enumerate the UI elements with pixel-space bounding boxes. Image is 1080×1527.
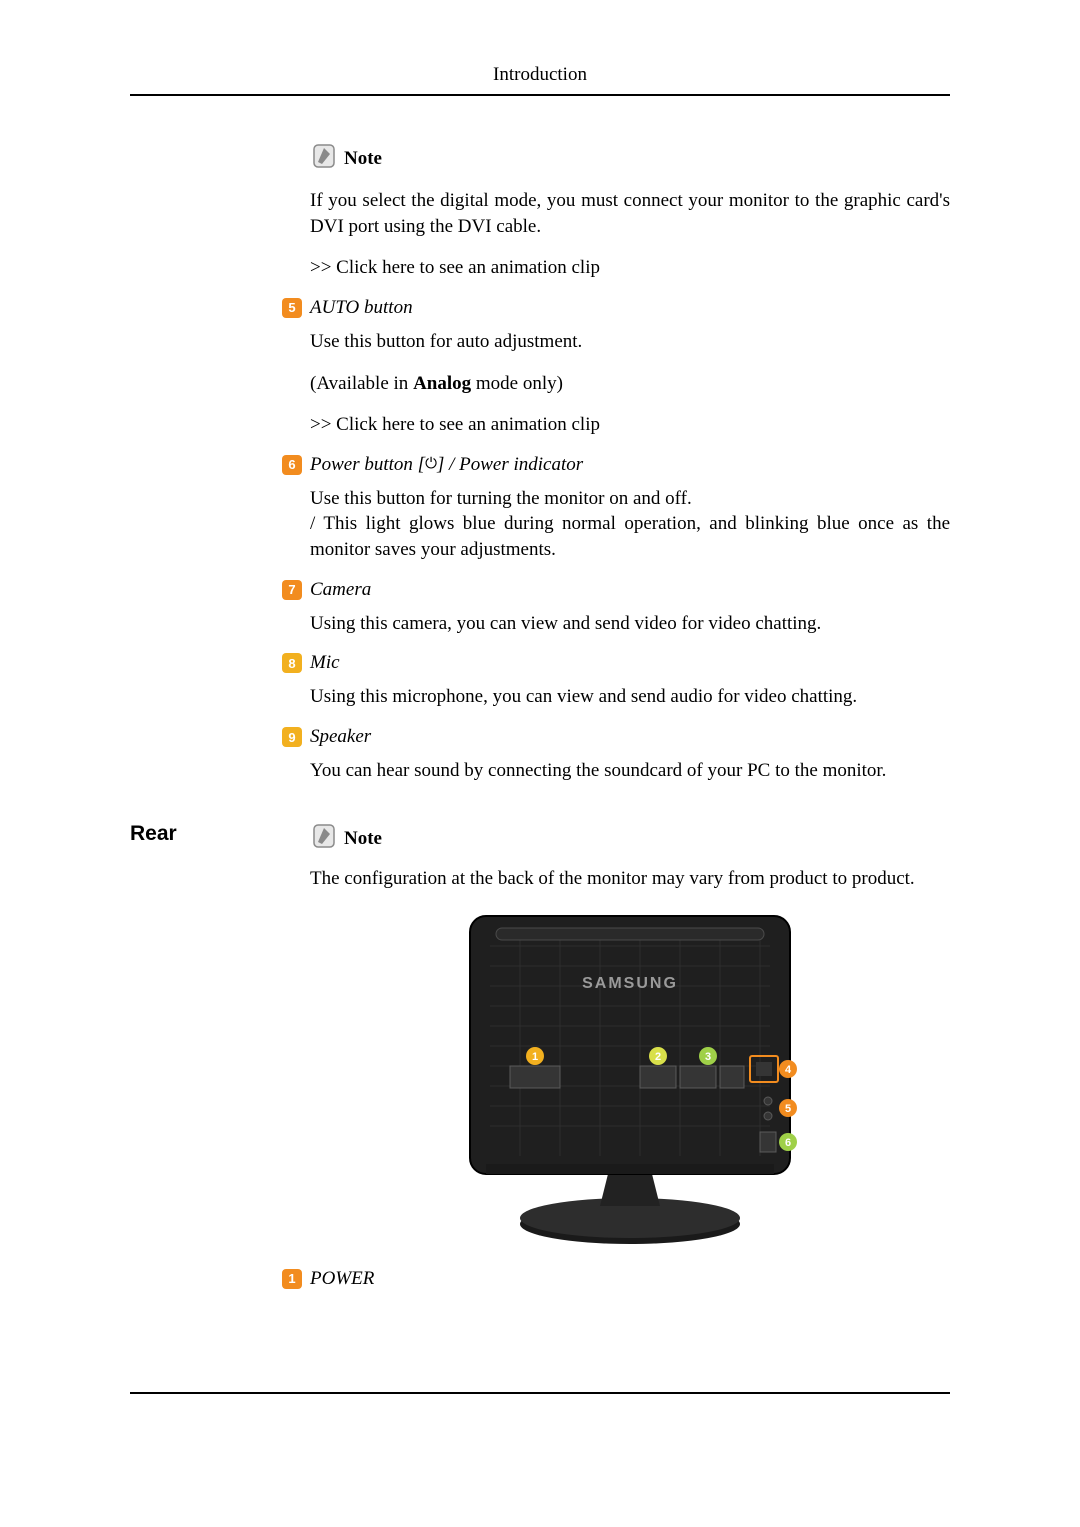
item-row: 5 AUTO button xyxy=(282,297,950,319)
item-title: Power button [⏻] / Power indicator xyxy=(310,454,583,476)
svg-text:1: 1 xyxy=(532,1051,538,1063)
power-label: POWER xyxy=(310,1268,374,1290)
item-title: Mic xyxy=(310,652,340,674)
note-icon xyxy=(310,142,338,170)
svg-text:2: 2 xyxy=(655,1051,661,1063)
animation-link-1[interactable]: >> Click here to see an animation clip xyxy=(310,255,950,281)
page-header-title: Introduction xyxy=(130,64,950,94)
rear-config-text: The configuration at the back of the mon… xyxy=(310,868,950,890)
digital-mode-text: If you select the digital mode, you must… xyxy=(310,188,950,239)
rear-heading: Rear xyxy=(130,822,310,846)
item-row: 8 Mic xyxy=(282,652,950,674)
svg-text:5: 5 xyxy=(785,1103,791,1115)
item-title: AUTO button xyxy=(310,297,413,319)
item-title: Camera xyxy=(310,579,371,601)
rear-note-row: Note xyxy=(310,822,950,850)
monitor-rear-svg: SAMSUNG 1 2 3 xyxy=(450,906,810,1246)
item-row: 6 Power button [⏻] / Power indicator xyxy=(282,454,950,476)
header-rule xyxy=(130,94,950,96)
note-icon xyxy=(310,822,338,850)
power-row: 1 POWER xyxy=(282,1268,950,1290)
note-label: Note xyxy=(344,828,382,850)
footer-rule xyxy=(130,1392,950,1394)
item-badge: 7 xyxy=(282,580,302,600)
page: Introduction Note If you select the digi… xyxy=(0,0,1080,1527)
item-line: Use this button for auto adjustment. xyxy=(310,329,950,355)
item-line: Use this button for turning the monitor … xyxy=(310,486,950,563)
item-row: 7 Camera xyxy=(282,579,950,601)
svg-text:3: 3 xyxy=(705,1051,711,1063)
item-badge: 5 xyxy=(282,298,302,318)
main-content: Note If you select the digital mode, you… xyxy=(310,142,950,784)
badge-1: 1 xyxy=(282,1269,302,1289)
item-row: 9 Speaker xyxy=(282,726,950,748)
item-badge: 8 xyxy=(282,653,302,673)
item-line[interactable]: >> Click here to see an animation clip xyxy=(310,412,950,438)
brand-label: SAMSUNG xyxy=(582,975,678,992)
item-line: (Available in Analog mode only) xyxy=(310,371,950,397)
note-label: Note xyxy=(344,148,382,170)
item-badge: 9 xyxy=(282,727,302,747)
rear-body: The configuration at the back of the mon… xyxy=(310,868,950,1290)
svg-text:6: 6 xyxy=(785,1137,791,1149)
item-line: Using this microphone, you can view and … xyxy=(310,684,950,710)
rear-section: Rear Note xyxy=(130,822,950,850)
item-title: Speaker xyxy=(310,726,371,748)
item-line: You can hear sound by connecting the sou… xyxy=(310,758,950,784)
item-badge: 6 xyxy=(282,455,302,475)
note-row: Note xyxy=(310,142,950,170)
svg-text:4: 4 xyxy=(785,1064,792,1076)
monitor-illustration: SAMSUNG 1 2 3 xyxy=(310,906,950,1246)
item-line: Using this camera, you can view and send… xyxy=(310,611,950,637)
